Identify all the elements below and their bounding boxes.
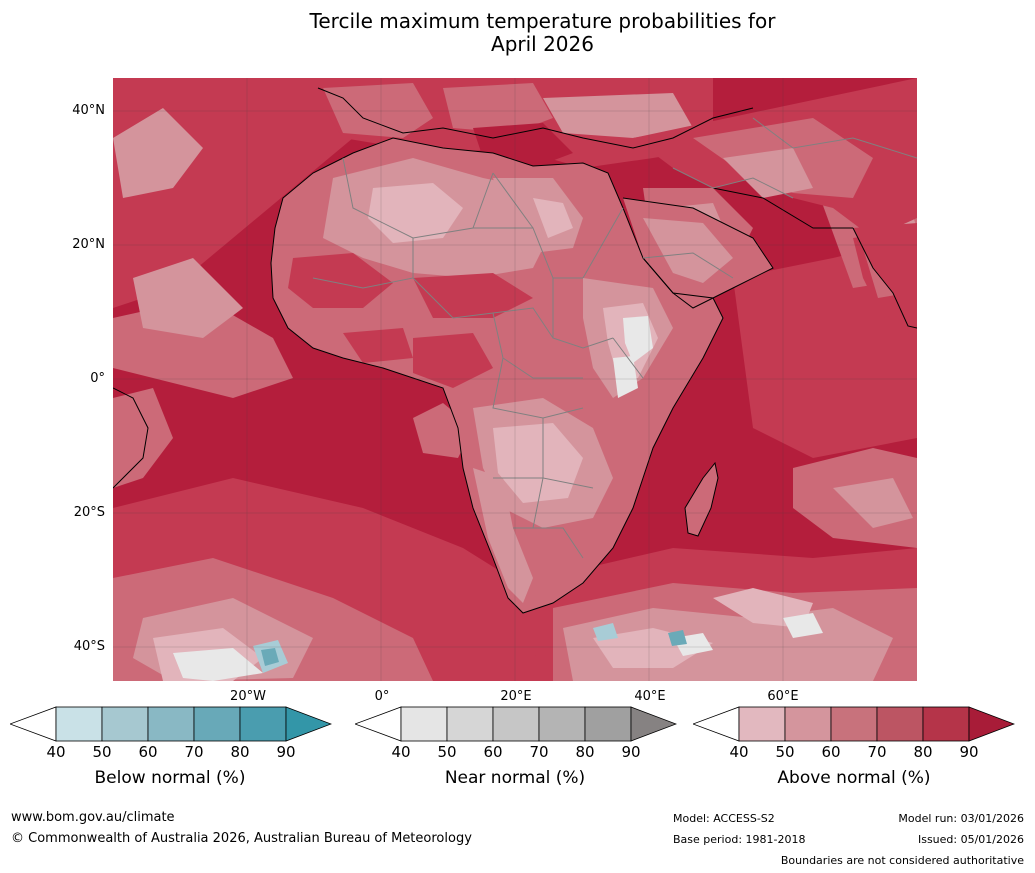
above-swatch-40-50 (738, 706, 786, 742)
below-swatch-70-80 (193, 706, 241, 742)
lat-label-40s: 40°S (73, 639, 105, 654)
near-swatch-60-70 (492, 706, 540, 742)
above-swatch-70-80 (876, 706, 924, 742)
country-borders (312, 117, 917, 559)
colorbar-below-normal: 40 50 60 70 80 90 Below normal (%) (8, 706, 333, 788)
above-swatch-80-90 (922, 706, 970, 742)
above-swatch-60-70 (830, 706, 878, 742)
near-swatch-low (353, 706, 402, 742)
ocean-pattern (113, 78, 917, 681)
colorbar-near-normal: 40 50 60 70 80 90 Near normal (%) (353, 706, 678, 788)
above-tick-50: 50 (775, 743, 795, 761)
above-swatch-high (968, 706, 1016, 742)
near-swatch-70-80 (538, 706, 586, 742)
lon-label-40e: 40°E (634, 689, 666, 704)
below-tick-70: 70 (184, 743, 204, 761)
below-tick-60: 60 (138, 743, 158, 761)
near-tick-40: 40 (391, 743, 411, 761)
near-tick-90: 90 (621, 743, 641, 761)
above-tick-70: 70 (867, 743, 887, 761)
map-canvas (113, 78, 917, 681)
africa-shading (288, 158, 673, 603)
below-tick-50: 50 (92, 743, 112, 761)
below-swatch-60-70 (147, 706, 195, 742)
title-line-2: April 2026 (491, 32, 594, 56)
footer-base-period: Base period: 1981-2018 (673, 833, 806, 846)
below-swatch-80-90 (239, 706, 287, 742)
near-swatch-high (630, 706, 678, 742)
coastlines (113, 87, 917, 614)
colorbar-near-swatches (353, 706, 678, 742)
lat-label-40n: 40°N (72, 103, 105, 118)
near-swatch-40-50 (400, 706, 448, 742)
above-tick-40: 40 (729, 743, 749, 761)
lon-label-20e: 20°E (500, 689, 532, 704)
above-swatch-low (691, 706, 740, 742)
lon-label-0: 0° (374, 689, 390, 704)
arabia-inner (643, 218, 733, 283)
above-swatch-50-60 (784, 706, 832, 742)
above-colorbar-title: Above normal (%) (777, 768, 931, 788)
below-swatch-50-60 (101, 706, 149, 742)
above-tick-60: 60 (821, 743, 841, 761)
india (853, 223, 917, 328)
title-line-1: Tercile maximum temperature probabilitie… (309, 9, 776, 33)
footer-model-run: Model run: 03/01/2026 (898, 812, 1024, 825)
below-swatch-40-50 (55, 706, 103, 742)
lat-label-0: 0° (90, 371, 105, 386)
probability-map (113, 78, 917, 681)
below-swatch-low (8, 706, 57, 742)
lon-label-20w: 20°W (230, 689, 266, 704)
near-tick-80: 80 (575, 743, 595, 761)
madagascar (685, 463, 718, 536)
colorbar-above-swatches (691, 706, 1016, 742)
footer-disclaimer: Boundaries are not considered authoritat… (780, 854, 1024, 867)
below-tick-80: 80 (230, 743, 250, 761)
below-tick-40: 40 (46, 743, 66, 761)
above-tick-90: 90 (959, 743, 979, 761)
graticule (113, 78, 917, 681)
footer-website-link[interactable]: www.bom.gov.au/climate (11, 810, 175, 825)
below-swatch-high (285, 706, 333, 742)
near-tick-60: 60 (483, 743, 503, 761)
lat-label-20s: 20°S (73, 505, 105, 520)
colorbar-above-normal: 40 50 60 70 80 90 Above normal (%) (691, 706, 1016, 788)
chart-title: Tercile maximum temperature probabilitie… (0, 10, 1035, 56)
near-swatch-50-60 (446, 706, 494, 742)
near-swatch-80-90 (584, 706, 632, 742)
colorbar-below-swatches (8, 706, 333, 742)
footer-model: Model: ACCESS-S2 (673, 812, 775, 825)
near-tick-50: 50 (437, 743, 457, 761)
footer-issued: Issued: 05/01/2026 (917, 833, 1024, 846)
lon-label-60e: 60°E (767, 689, 799, 704)
footer-copyright: © Commonwealth of Australia 2026, Austra… (11, 831, 472, 846)
below-tick-90: 90 (276, 743, 296, 761)
lat-label-20n: 20°N (72, 237, 105, 252)
near-colorbar-title: Near normal (%) (444, 768, 586, 788)
above-tick-80: 80 (913, 743, 933, 761)
near-tick-70: 70 (529, 743, 549, 761)
below-colorbar-title: Below normal (%) (94, 768, 246, 788)
